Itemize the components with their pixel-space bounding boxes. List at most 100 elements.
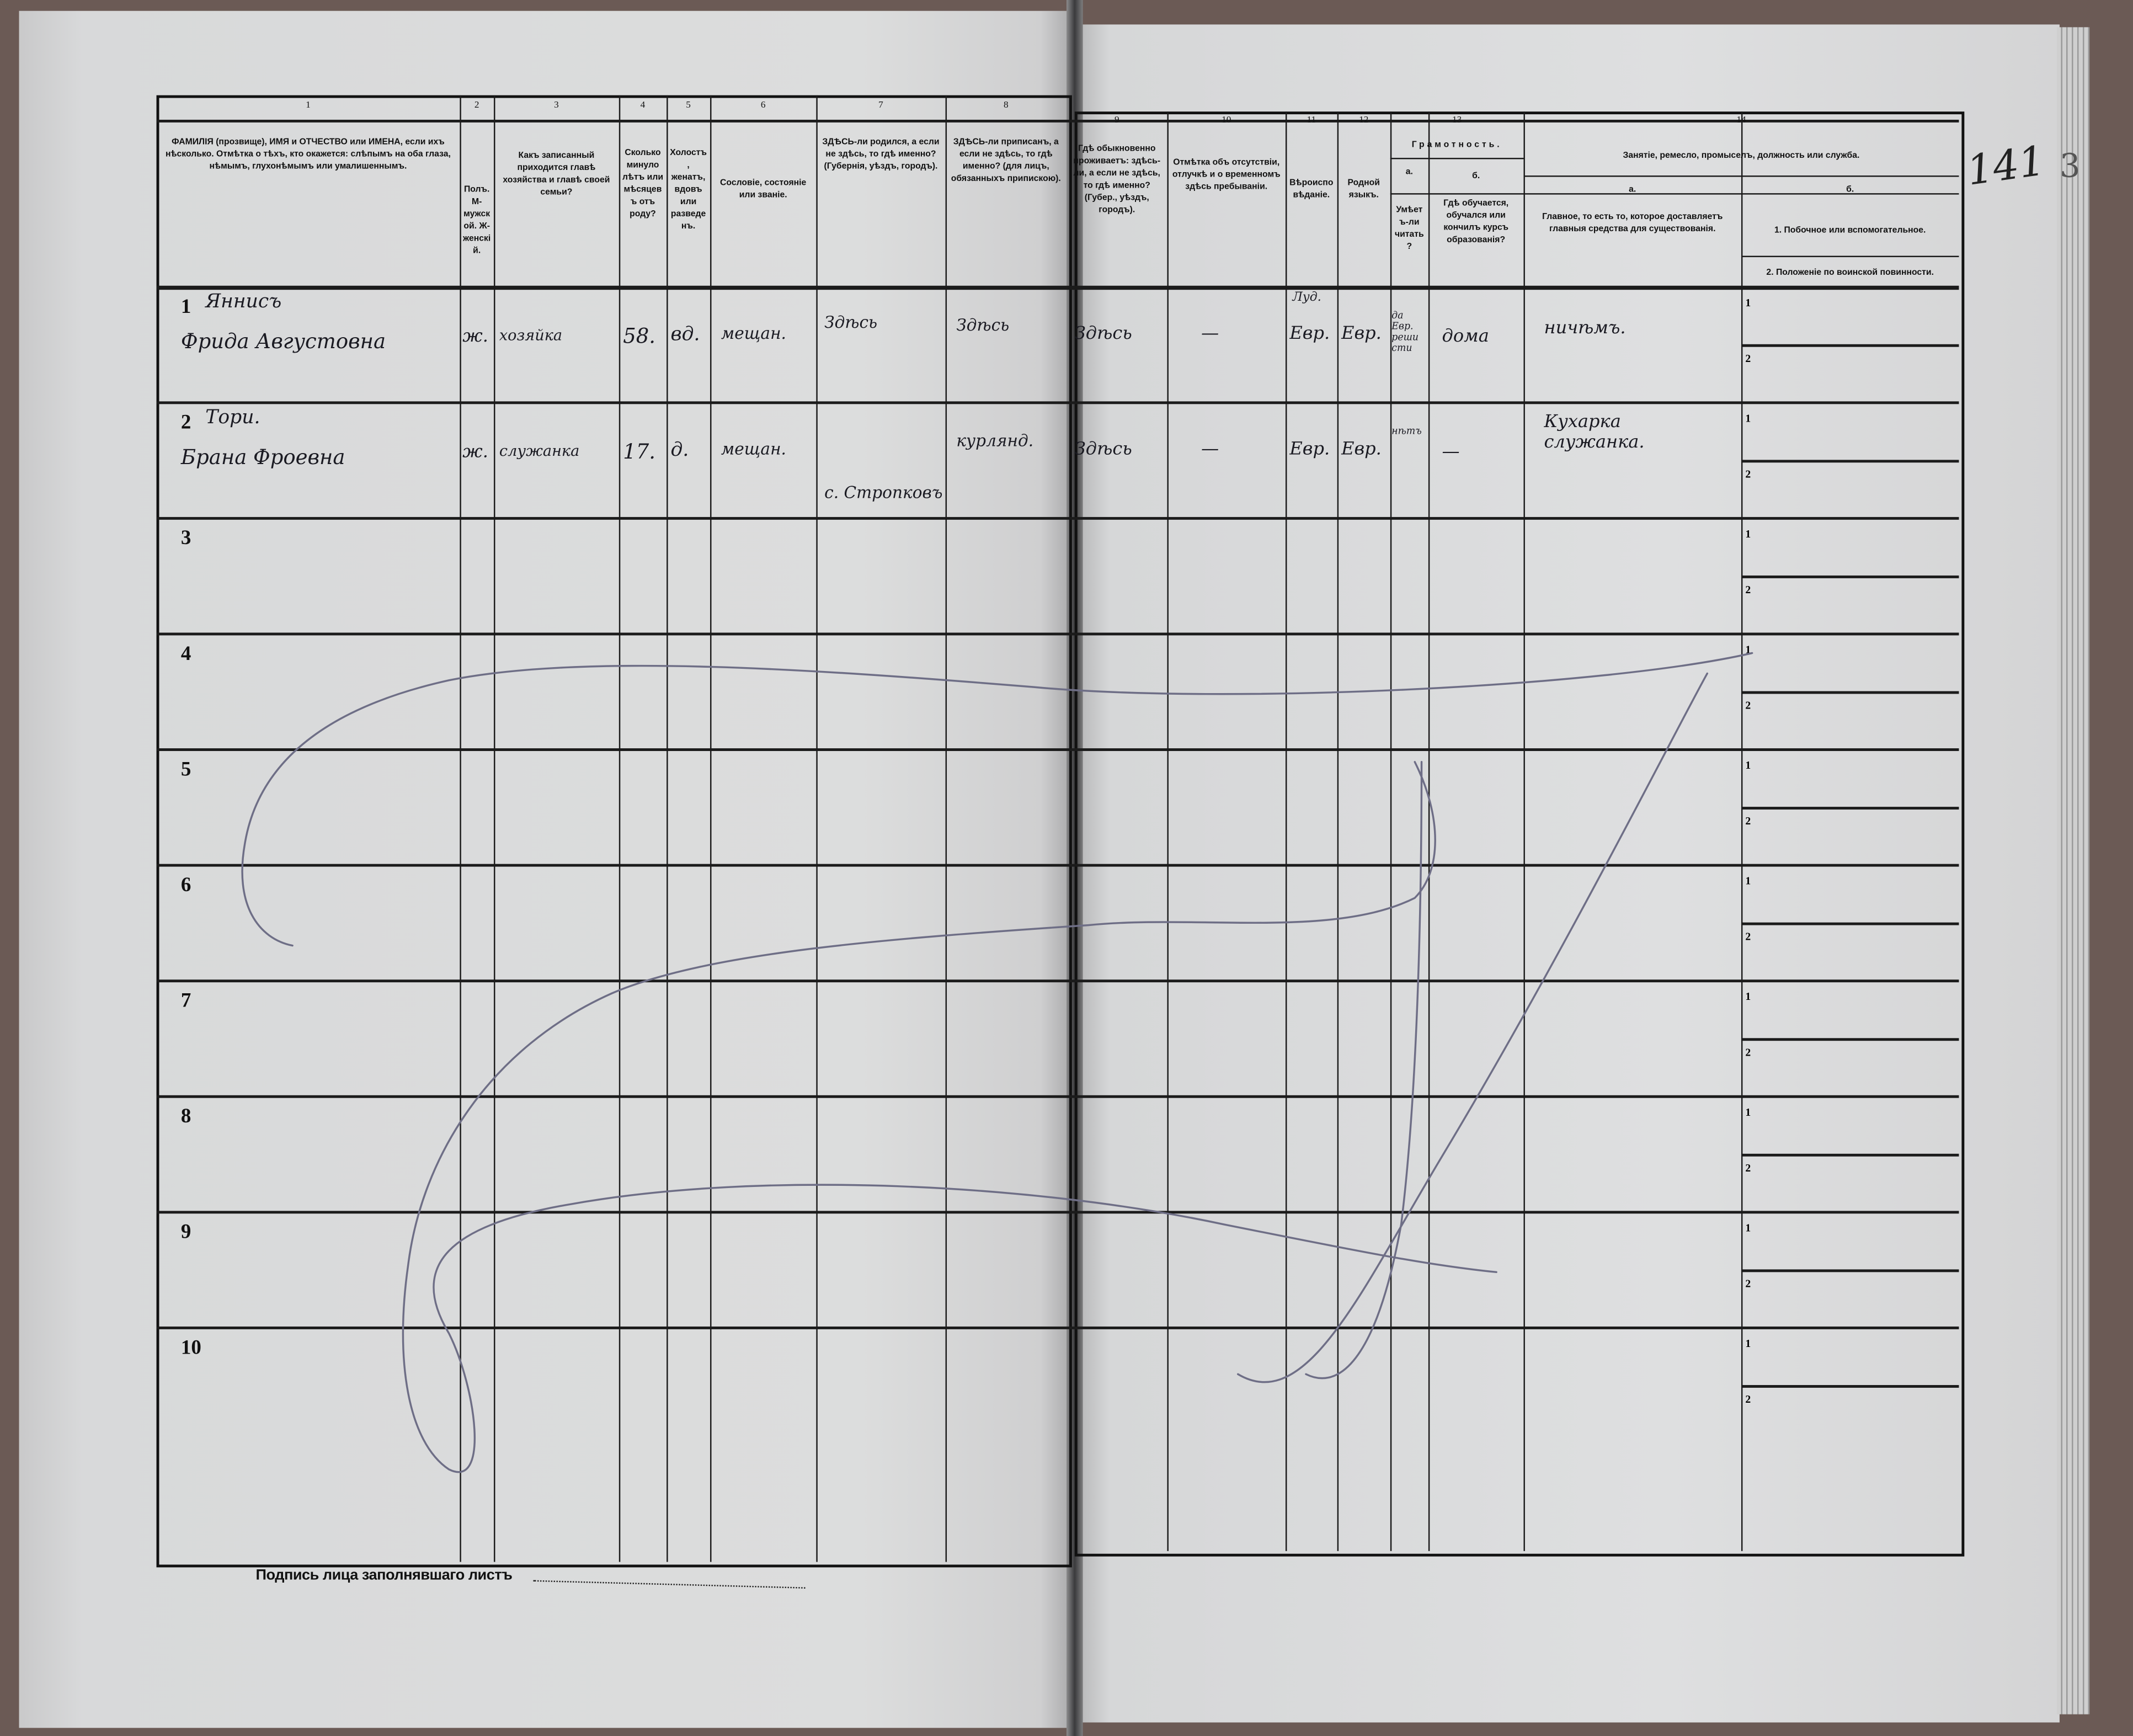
column-divider [666,95,668,1562]
sub-row-label: 2 [1745,352,1751,364]
entry-religion: Евр. [1289,323,1330,344]
entry-religion_note: Луд. [1292,291,1321,305]
entry-language: Евр. [1341,439,1382,460]
row-divider [156,1211,1959,1214]
column-divider [1337,111,1339,1551]
sub-row-label: 2 [1745,467,1751,480]
entry-occupation: ничѣмъ. [1544,318,1626,339]
entry-age: 58. [623,323,656,349]
row-number: 7 [180,990,191,1013]
header-subdivider [1523,175,1959,177]
row-divider [156,864,1959,867]
column-header-c7: ЗДѢСЬ-ли родился, а если не здѣсь, то гд… [822,137,940,172]
entry-surname: Тори. [205,407,260,429]
entry-marital: вд. [670,323,700,346]
header-number-divider [156,119,1959,123]
sub-row-label: 1 [1745,296,1751,309]
column-header-c14b1: 1. Побочное или вспомогательное. [1774,226,1926,236]
row-divider [156,516,1959,520]
column-header-c13b: Гдѣ обучается, обучался или кончилъ курс… [1443,198,1509,245]
subheader-14a: а. [1629,185,1636,195]
column-header-c14b2: 2. Положеніе по воинской повинности. [1766,268,1934,278]
column-header-c14a: Главное, то есть то, которое доставляетъ… [1542,212,1723,235]
table-frame-left [156,95,1072,1568]
column-divider [618,95,621,1562]
sub-row-divider [1741,690,1959,694]
signature-label: Подпись лица заполнявшаго листъ [255,1567,513,1584]
column-header-c8: ЗДѢСЬ-ли приписанъ, а если не здѣсь, то … [951,137,1061,184]
row-divider [156,1326,1959,1329]
sub-row-divider [1741,1269,1959,1272]
subheader-13a: а. [1405,167,1413,177]
row-divider [156,632,1959,636]
sub-row-label: 1 [1745,1222,1751,1234]
row-number: 6 [180,875,191,897]
subheader-14b: б. [1846,185,1854,195]
column-header-c12: Родной языкъ. [1347,178,1380,200]
subheader-13b: б. [1472,171,1480,181]
column-number: 7 [878,99,883,110]
sub-row-label: 2 [1745,583,1751,595]
column-divider [945,95,947,1562]
sub-row-label: 1 [1745,643,1751,656]
row-number: 2 [180,412,191,434]
sub-row-divider [1741,922,1959,925]
header-divider [156,285,1959,290]
row-number: 9 [180,1222,191,1244]
entry-relation: служанка [499,442,580,460]
row-divider [156,401,1959,404]
sub-row-divider [1741,1384,1959,1387]
column-divider [1167,111,1169,1551]
column-header-c2: Полъ. М-мужской. Ж-женскій. [463,185,491,256]
entry-name: Фрида Августовна [180,329,386,354]
entry-education: — [1442,442,1460,463]
column-number: 9 [1114,114,1119,125]
header-subdivider [1390,158,1524,159]
sub-row-label: 1 [1745,1106,1751,1119]
entry-sex: ж. [462,326,488,347]
sub-row-label: 1 [1745,1337,1751,1350]
sub-row-label: 2 [1745,1392,1751,1405]
sub-row-label: 1 [1745,990,1751,1003]
column-divider [1741,111,1743,1551]
column-number: 6 [760,99,766,110]
column-number: 12 [1359,114,1369,125]
row-number: 8 [180,1106,191,1128]
column-number: 13 [1452,114,1462,125]
column-number: 5 [686,99,691,110]
sub-row-divider [1741,806,1959,809]
row-number: 10 [180,1337,201,1360]
sub-row-divider [1741,343,1959,347]
row-number: 1 [180,296,191,318]
column-number: 14 [1736,114,1746,125]
entry-relation: хозяйка [499,326,563,344]
column-header-c3: Какъ записанный приходится главѣ хозяйст… [503,151,610,198]
entry-occupation: Кухарка служанка. [1544,412,1645,454]
sub-row-label: 2 [1745,1161,1751,1174]
entry-religion: Евр. [1289,439,1330,460]
entry-literacy: да Евр. реши сти [1391,310,1419,354]
column-divider [460,95,461,1562]
sub-row-divider [1741,1037,1959,1040]
entry-name: Брана Фроевна [180,445,345,470]
sub-row-label: 2 [1745,930,1751,942]
column-number: 10 [1222,114,1231,125]
sub-row-divider [1741,1153,1959,1156]
sub-row-label: 1 [1745,412,1751,425]
column-divider [816,95,818,1562]
sub-row-divider [1741,459,1959,462]
column-header-c1: ФАМИЛІЯ (прозвище), ИМЯ и ОТЧЕСТВО или И… [165,137,451,172]
sub-row-label: 2 [1745,1045,1751,1058]
entry-sex: ж. [462,442,488,463]
column-header-c4: Сколько минуло лѣтъ или мѣсяцевъ отъ род… [622,148,664,219]
entry-registered: курлянд. [956,431,1034,451]
column-number: 11 [1307,114,1316,125]
row-number: 5 [180,759,191,781]
entry-birthplace: Здѣсь [824,313,878,332]
column-number: 2 [474,99,479,110]
column-divider [710,95,712,1562]
column-header-c5: Холостъ, женатъ, вдовъ или разведенъ. [670,148,707,232]
header-subdivider [1390,193,1959,195]
column-number: 1 [306,99,311,110]
column-header-c13: Грамотность. [1411,140,1502,150]
